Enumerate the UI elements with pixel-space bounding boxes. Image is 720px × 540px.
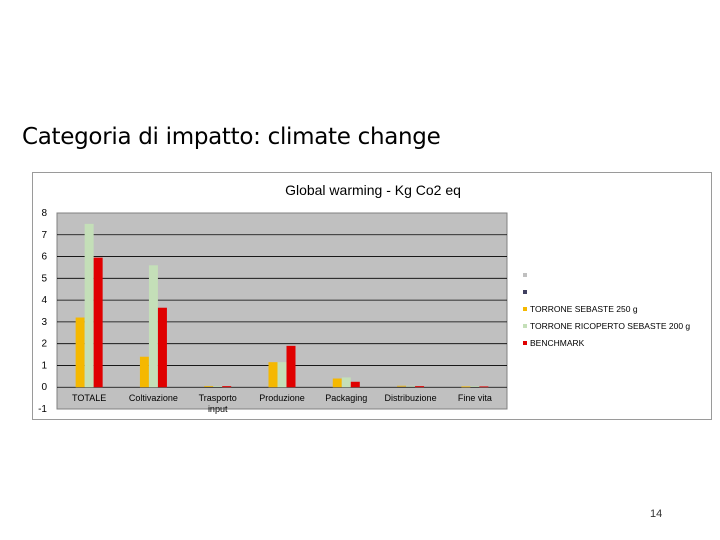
x-tick-label: Trasporto bbox=[199, 393, 237, 403]
bar bbox=[406, 385, 416, 387]
legend-swatch bbox=[523, 290, 527, 294]
bar bbox=[268, 362, 278, 388]
page-number: 14 bbox=[650, 508, 663, 520]
chart-frame: Global warming - Kg Co2 eq 8 7 6 5 4 3 2 1 0 -1 TOT… bbox=[32, 172, 712, 420]
x-tick-label: Produzione bbox=[259, 393, 305, 403]
bar bbox=[213, 385, 223, 387]
y-tick-label: 3 bbox=[41, 317, 47, 328]
x-tick-label: Coltivazione bbox=[129, 393, 178, 403]
legend-swatch bbox=[523, 324, 527, 328]
legend-swatch bbox=[523, 273, 527, 277]
legend-swatch bbox=[523, 341, 527, 345]
slide-title: Categoria di impatto: climate change bbox=[22, 124, 441, 150]
bar bbox=[204, 385, 214, 387]
legend-label: TORRONE RICOPERTO SEBASTE 200 g bbox=[530, 321, 690, 331]
y-tick-label: 7 bbox=[41, 230, 47, 241]
y-tick-label: 0 bbox=[41, 382, 47, 393]
bar bbox=[148, 265, 158, 388]
bar bbox=[350, 381, 360, 388]
y-tick-label: -1 bbox=[38, 404, 47, 415]
x-tick-label: input bbox=[208, 404, 228, 414]
y-tick-label: 6 bbox=[41, 252, 47, 263]
y-tick-label: 2 bbox=[41, 339, 47, 350]
bar bbox=[222, 386, 232, 388]
bar bbox=[93, 257, 103, 388]
y-tick-label: 8 bbox=[41, 208, 47, 219]
bar bbox=[84, 223, 94, 388]
legend-label: BENCHMARK bbox=[530, 338, 585, 348]
bar bbox=[341, 377, 351, 388]
bar bbox=[286, 345, 296, 388]
bar bbox=[157, 307, 167, 388]
chart-svg: Global warming - Kg Co2 eq 8 7 6 5 4 3 2 1 0 -1 TOT… bbox=[38, 182, 690, 415]
y-tick-label: 4 bbox=[41, 295, 47, 306]
bar bbox=[139, 356, 149, 388]
bar bbox=[397, 385, 407, 387]
bar bbox=[277, 362, 287, 388]
bar bbox=[415, 386, 425, 388]
bar bbox=[75, 317, 85, 388]
bar bbox=[479, 386, 489, 388]
x-tick-label: Distribuzione bbox=[385, 393, 437, 403]
y-tick-label: 1 bbox=[41, 360, 47, 371]
chart-title: Global warming - Kg Co2 eq bbox=[285, 182, 461, 198]
x-tick-label: Packaging bbox=[325, 393, 367, 403]
legend-swatch bbox=[523, 307, 527, 311]
y-tick-label: 5 bbox=[41, 273, 47, 284]
bar bbox=[461, 386, 471, 388]
bar bbox=[332, 378, 342, 388]
x-tick-label: Fine vita bbox=[458, 393, 492, 403]
bar bbox=[470, 385, 480, 387]
x-tick-label: TOTALE bbox=[72, 393, 106, 403]
legend-label: TORRONE SEBASTE 250 g bbox=[530, 304, 638, 314]
